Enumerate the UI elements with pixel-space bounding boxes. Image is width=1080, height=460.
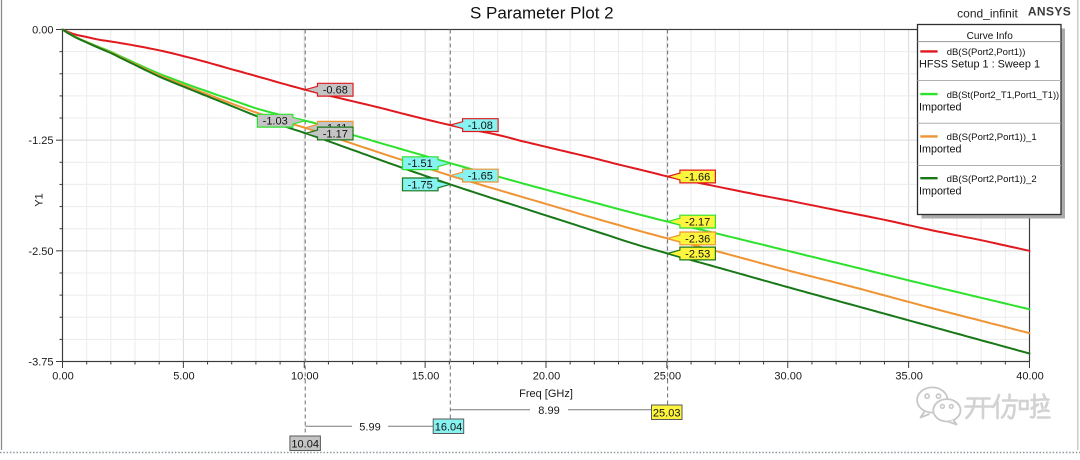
svg-text:0.00: 0.00 (52, 371, 73, 383)
svg-text:S Parameter Plot 2: S Parameter Plot 2 (470, 4, 614, 23)
svg-text:-1.75: -1.75 (408, 179, 433, 191)
svg-text:-3.75: -3.75 (28, 357, 53, 369)
svg-text:-1.08: -1.08 (468, 120, 493, 132)
svg-text:-1.03: -1.03 (263, 116, 288, 128)
svg-text:ANSYS: ANSYS (1028, 5, 1071, 19)
svg-text:Imported: Imported (919, 144, 962, 156)
svg-text:Imported: Imported (919, 101, 962, 113)
svg-text:dB(S(Port2,Port1)): dB(S(Port2,Port1)) (947, 47, 1026, 58)
svg-text:-0.68: -0.68 (323, 85, 348, 97)
svg-text:16.04: 16.04 (435, 421, 463, 433)
svg-text:-2.50: -2.50 (28, 246, 53, 258)
svg-text:Freq [GHz]: Freq [GHz] (519, 388, 573, 400)
svg-text:Y1: Y1 (34, 193, 46, 206)
svg-text:dB(S(Port2,Port1))_2: dB(S(Port2,Port1))_2 (947, 174, 1037, 185)
svg-text:0.00: 0.00 (32, 25, 53, 37)
svg-text:8.99: 8.99 (538, 405, 559, 417)
svg-text:Curve Info: Curve Info (967, 31, 1014, 42)
svg-text:-1.17: -1.17 (323, 128, 348, 140)
svg-text:25.03: 25.03 (653, 407, 681, 419)
svg-text:cond_infinit: cond_infinit (957, 6, 1018, 20)
svg-text:5.99: 5.99 (359, 421, 380, 433)
svg-text:5.00: 5.00 (173, 371, 194, 383)
svg-text:15.00: 15.00 (412, 371, 440, 383)
svg-text:-1.25: -1.25 (28, 135, 53, 147)
svg-text:dB(S(Port2,Port1))_1: dB(S(Port2,Port1))_1 (947, 132, 1037, 143)
svg-text:-1.51: -1.51 (408, 158, 433, 170)
svg-text:40.00: 40.00 (1016, 371, 1044, 383)
svg-text:25.00: 25.00 (654, 371, 682, 383)
svg-text:HFSS Setup 1 : Sweep 1: HFSS Setup 1 : Sweep 1 (919, 59, 1040, 71)
svg-text:dB(St(Port2_T1,Port1_T1)): dB(St(Port2_T1,Port1_T1)) (947, 90, 1059, 101)
svg-text:35.00: 35.00 (895, 371, 923, 383)
svg-text:20.00: 20.00 (533, 371, 561, 383)
svg-text:Imported: Imported (919, 186, 962, 198)
svg-text:-1.65: -1.65 (468, 171, 493, 183)
svg-text:-2.36: -2.36 (685, 233, 710, 245)
svg-text:30.00: 30.00 (774, 371, 802, 383)
svg-text:-1.66: -1.66 (685, 171, 710, 183)
svg-text:-2.17: -2.17 (685, 217, 710, 229)
svg-text:10.04: 10.04 (291, 438, 319, 450)
svg-text:-2.53: -2.53 (685, 248, 710, 260)
